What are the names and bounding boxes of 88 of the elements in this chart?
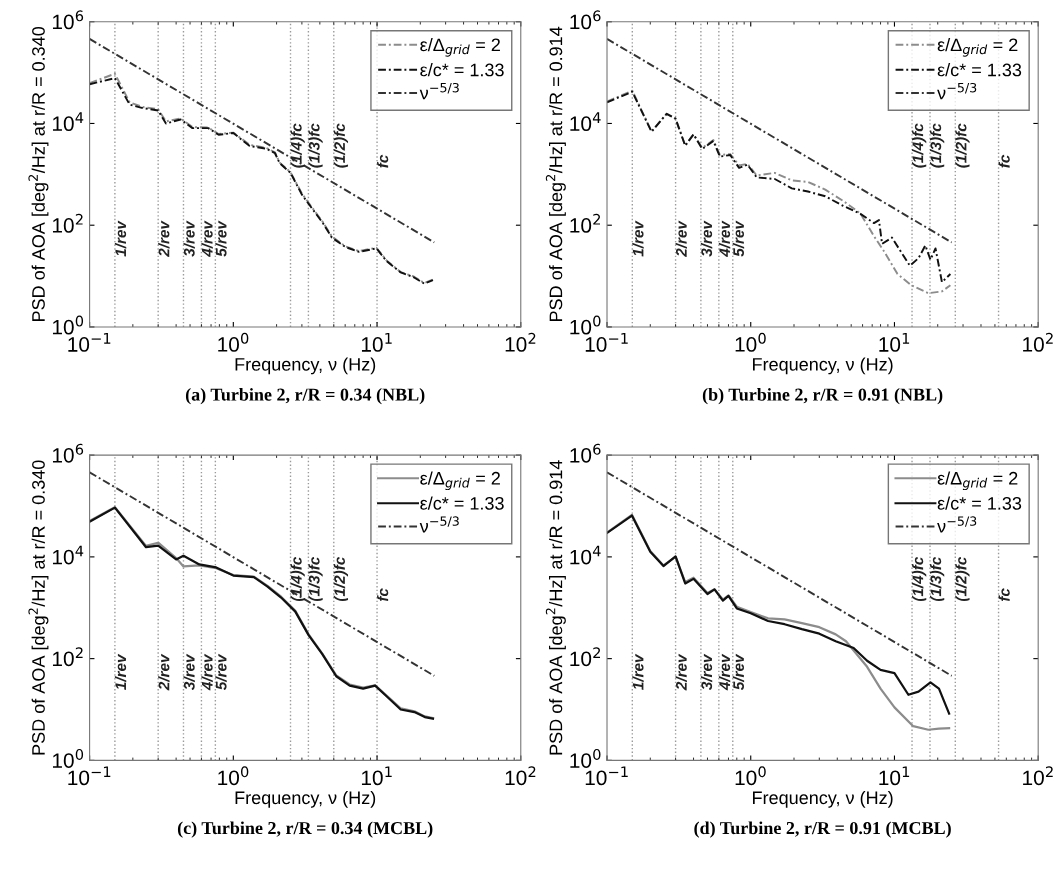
y-tick-label: 10$^{0}$ — [52, 315, 84, 335]
text: (b) Turbine 2, r/R = 0.91 (NBL) — [702, 388, 943, 405]
legend-label: ε/Δ$_{grid}$ = 2 — [420, 37, 500, 57]
y-tick-label: 10$^{2}$ — [52, 647, 83, 667]
x-tick-label: 10$^{2}$ — [1023, 766, 1053, 786]
legend-label: ε/c* = 1.33 — [420, 63, 504, 77]
ref-line-label: 2/rev — [675, 220, 687, 257]
x-tick-label: 10$^{0}$ — [218, 766, 249, 786]
legend-label: ν$^{−5/3}$ — [419, 82, 459, 100]
ref-line-label: 5/rev — [215, 220, 227, 257]
y-tick-label: 10$^{6}$ — [570, 10, 601, 30]
ref-line-label: 2/rev — [158, 653, 170, 691]
text: (a) Turbine 2, r/R = 0.34 (NBL) — [185, 388, 425, 405]
ref-line-label: 3/rev — [183, 220, 195, 257]
legend-label: ε/Δ$_{grid}$ = 2 — [937, 37, 1018, 57]
ref-line-label: 3/rev — [700, 653, 713, 691]
y-tick-label: 10$^{2}$ — [52, 213, 83, 233]
ref-line-label: 4/rev — [718, 220, 731, 257]
legend-label: ε/Δ$_{grid}$ = 2 — [420, 471, 500, 491]
x-tick-label: 10$^{2}$ — [1023, 332, 1053, 352]
y-tick-label: 10$^{4}$ — [570, 545, 601, 565]
y-tick-label: 10$^{4}$ — [570, 112, 601, 132]
y-axis-title: PSD of AOA [deg$^{2}$/Hz] at r/R = 0.340 — [28, 26, 49, 321]
y-tick-label: 10$^{6}$ — [52, 10, 84, 30]
ref-line-label: (1/2)fc — [955, 123, 970, 168]
ref-line-label: fc — [377, 588, 389, 602]
x-axis-title: Frequency, ν (Hz) — [753, 357, 893, 375]
x-tick-label: 10$^{2}$ — [505, 332, 536, 352]
ref-line-label: fc — [998, 154, 1010, 168]
y-tick-label: 10$^{6}$ — [52, 443, 84, 463]
x-tick-label: 10$^{1}$ — [361, 333, 392, 352]
x-axis-title: Frequency, ν (Hz) — [753, 790, 893, 808]
ref-line-label: (1/4)fc — [290, 556, 305, 602]
ref-line-label: (1/4)fc — [912, 123, 927, 168]
ref-line-label: (1/2)fc — [955, 556, 970, 602]
y-axis-title: PSD of AOA [deg$^{2}$/Hz] at r/R = 0.914 — [545, 26, 566, 321]
x-tick-label: 10$^{0}$ — [218, 332, 249, 352]
y-axis-title: PSD of AOA [deg$^{2}$/Hz] at r/R = 0.340 — [28, 460, 49, 755]
x-tick-label: 10$^{1}$ — [879, 333, 910, 352]
ref-line-label: 1/rev — [632, 653, 644, 690]
ref-line-label: (1/2)fc — [333, 556, 349, 602]
y-tick-label: 10$^{2}$ — [570, 647, 600, 667]
ref-line-label: 1/rev — [114, 653, 127, 690]
x-axis-title: Frequency, ν (Hz) — [235, 790, 376, 808]
y-tick-label: 10$^{4}$ — [52, 545, 84, 565]
ref-line-label: 1/rev — [632, 220, 644, 257]
x-tick-label: 10$^{2}$ — [505, 766, 536, 786]
text: (c) Turbine 2, r/R = 0.34 (MCBL) — [177, 821, 433, 838]
ref-line-label: (1/3)fc — [930, 556, 945, 602]
legend-label: ν$^{−5/3}$ — [937, 82, 977, 100]
ref-line-label: 2/rev — [158, 220, 170, 257]
ref-line-label: 4/rev — [718, 653, 731, 691]
x-tick-label: 10$^{1}$ — [361, 766, 392, 786]
ref-line-label: (1/3)fc — [930, 123, 945, 168]
y-tick-label: 10$^{0}$ — [52, 748, 84, 768]
ref-line-label: (1/3)fc — [308, 123, 323, 168]
ref-line-label: 1/rev — [114, 220, 127, 257]
x-tick-label: 10$^{0}$ — [735, 766, 766, 786]
ref-line-label: 5/rev — [215, 653, 227, 691]
ref-line-label: (1/4)fc — [912, 556, 927, 602]
legend-label: ν$^{−5/3}$ — [937, 516, 977, 533]
y-tick-label: 10$^{6}$ — [570, 443, 601, 463]
text: (d) Turbine 2, r/R = 0.91 (MCBL) — [694, 821, 951, 838]
y-tick-label: 10$^{0}$ — [570, 748, 601, 768]
ref-line-label: fc — [998, 588, 1010, 602]
ref-line-label: 5/rev — [732, 653, 745, 691]
ref-line-label: (1/3)fc — [308, 556, 323, 602]
ref-line-label: (1/2)fc — [333, 123, 349, 168]
legend-label: ν$^{−5/3}$ — [419, 516, 459, 533]
ref-line-label: 4/rev — [201, 220, 213, 257]
ref-line-label: 2/rev — [675, 653, 687, 691]
y-tick-label: 10$^{2}$ — [570, 213, 600, 233]
y-axis-title: PSD of AOA [deg$^{2}$/Hz] at r/R = 0.914 — [545, 460, 566, 755]
legend-label: ε/c* = 1.33 — [937, 63, 1022, 77]
ref-line-label: 3/rev — [183, 653, 195, 691]
y-tick-label: 10$^{0}$ — [570, 315, 601, 335]
legend-label: ε/c* = 1.33 — [937, 496, 1022, 510]
ref-line-label: fc — [377, 154, 389, 168]
ref-line-label: (1/4)fc — [290, 123, 305, 168]
y-tick-label: 10$^{4}$ — [52, 112, 84, 132]
x-tick-label: 10$^{0}$ — [735, 332, 766, 352]
ref-line-label: 3/rev — [700, 220, 713, 257]
ref-line-label: 5/rev — [732, 220, 745, 257]
x-axis-title: Frequency, ν (Hz) — [235, 357, 376, 375]
legend-label: ε/Δ$_{grid}$ = 2 — [937, 471, 1018, 491]
x-tick-label: 10$^{1}$ — [879, 766, 910, 786]
legend-label: ε/c* = 1.33 — [420, 496, 504, 510]
ref-line-label: 4/rev — [201, 653, 213, 691]
